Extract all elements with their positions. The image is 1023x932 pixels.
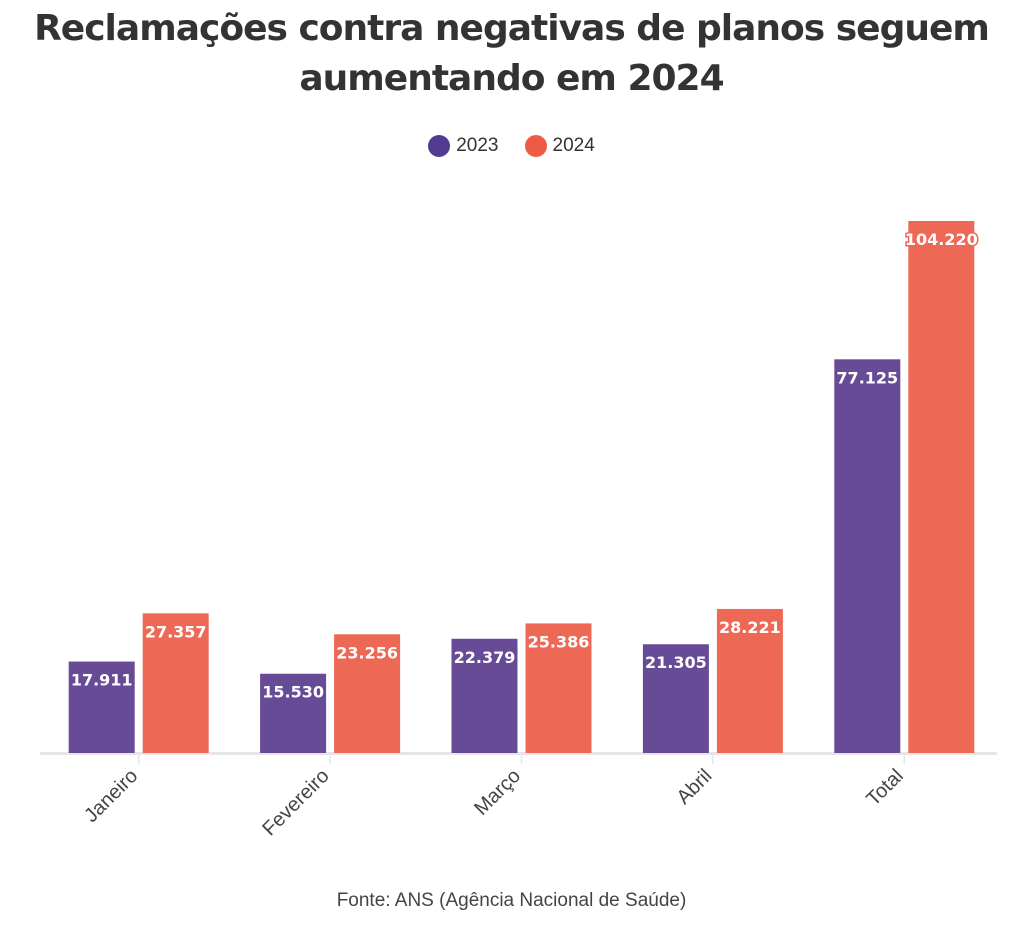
data-label: 17.911 [71,671,133,690]
data-label: 21.305 [645,653,707,672]
chart-title: Reclamações contra negativas de planos s… [0,4,1023,104]
bar-2024-total [908,221,975,753]
data-label: 104.220 [905,230,978,249]
legend-item-2024[interactable]: 2024 [524,135,595,157]
data-label: 22.379 [454,648,516,667]
legend-label-2024: 2024 [552,135,595,156]
legend-item-2023[interactable]: 2023 [428,135,499,157]
bar-2024-janeiro [142,613,209,753]
data-label: 23.256 [336,643,398,662]
bar-2023-total [834,359,901,753]
data-label: 25.386 [528,632,590,651]
bar-2024-abril [716,608,783,753]
x-tick-label: Janeiro [80,765,142,827]
data-label: 77.125 [836,368,898,387]
x-tick-label: Fevereiro [258,765,333,840]
bar-2024-fevereiro [334,634,401,753]
legend: 2023 2024 [0,135,1023,157]
data-label: 28.221 [719,618,781,637]
bar-2023-fevereiro [260,673,327,753]
bar-2023-abril [642,644,709,753]
legend-label-2023: 2023 [456,135,499,156]
chart-title-line-2: aumentando em 2024 [299,58,724,99]
x-tick-label: Março [470,765,525,820]
data-label: 27.357 [145,622,207,641]
x-tick-label: Total [862,765,907,810]
x-tick-label: Abril [673,765,717,809]
bar-2023-março [451,638,518,753]
data-label: 15.530 [262,683,324,702]
legend-swatch-2023 [428,135,451,157]
source-note: Fonte: ANS (Agência Nacional de Saúde) [336,890,687,911]
bar-chart: 17.911 27.357 Janeiro 15.530 23.256 Fevereiro… [40,221,997,840]
bar-2023-janeiro [68,661,135,753]
legend-swatch-2024 [524,135,547,157]
chart-title-line-1: Reclamações contra negativas de planos s… [34,8,990,49]
bar-2024-março [525,623,592,753]
